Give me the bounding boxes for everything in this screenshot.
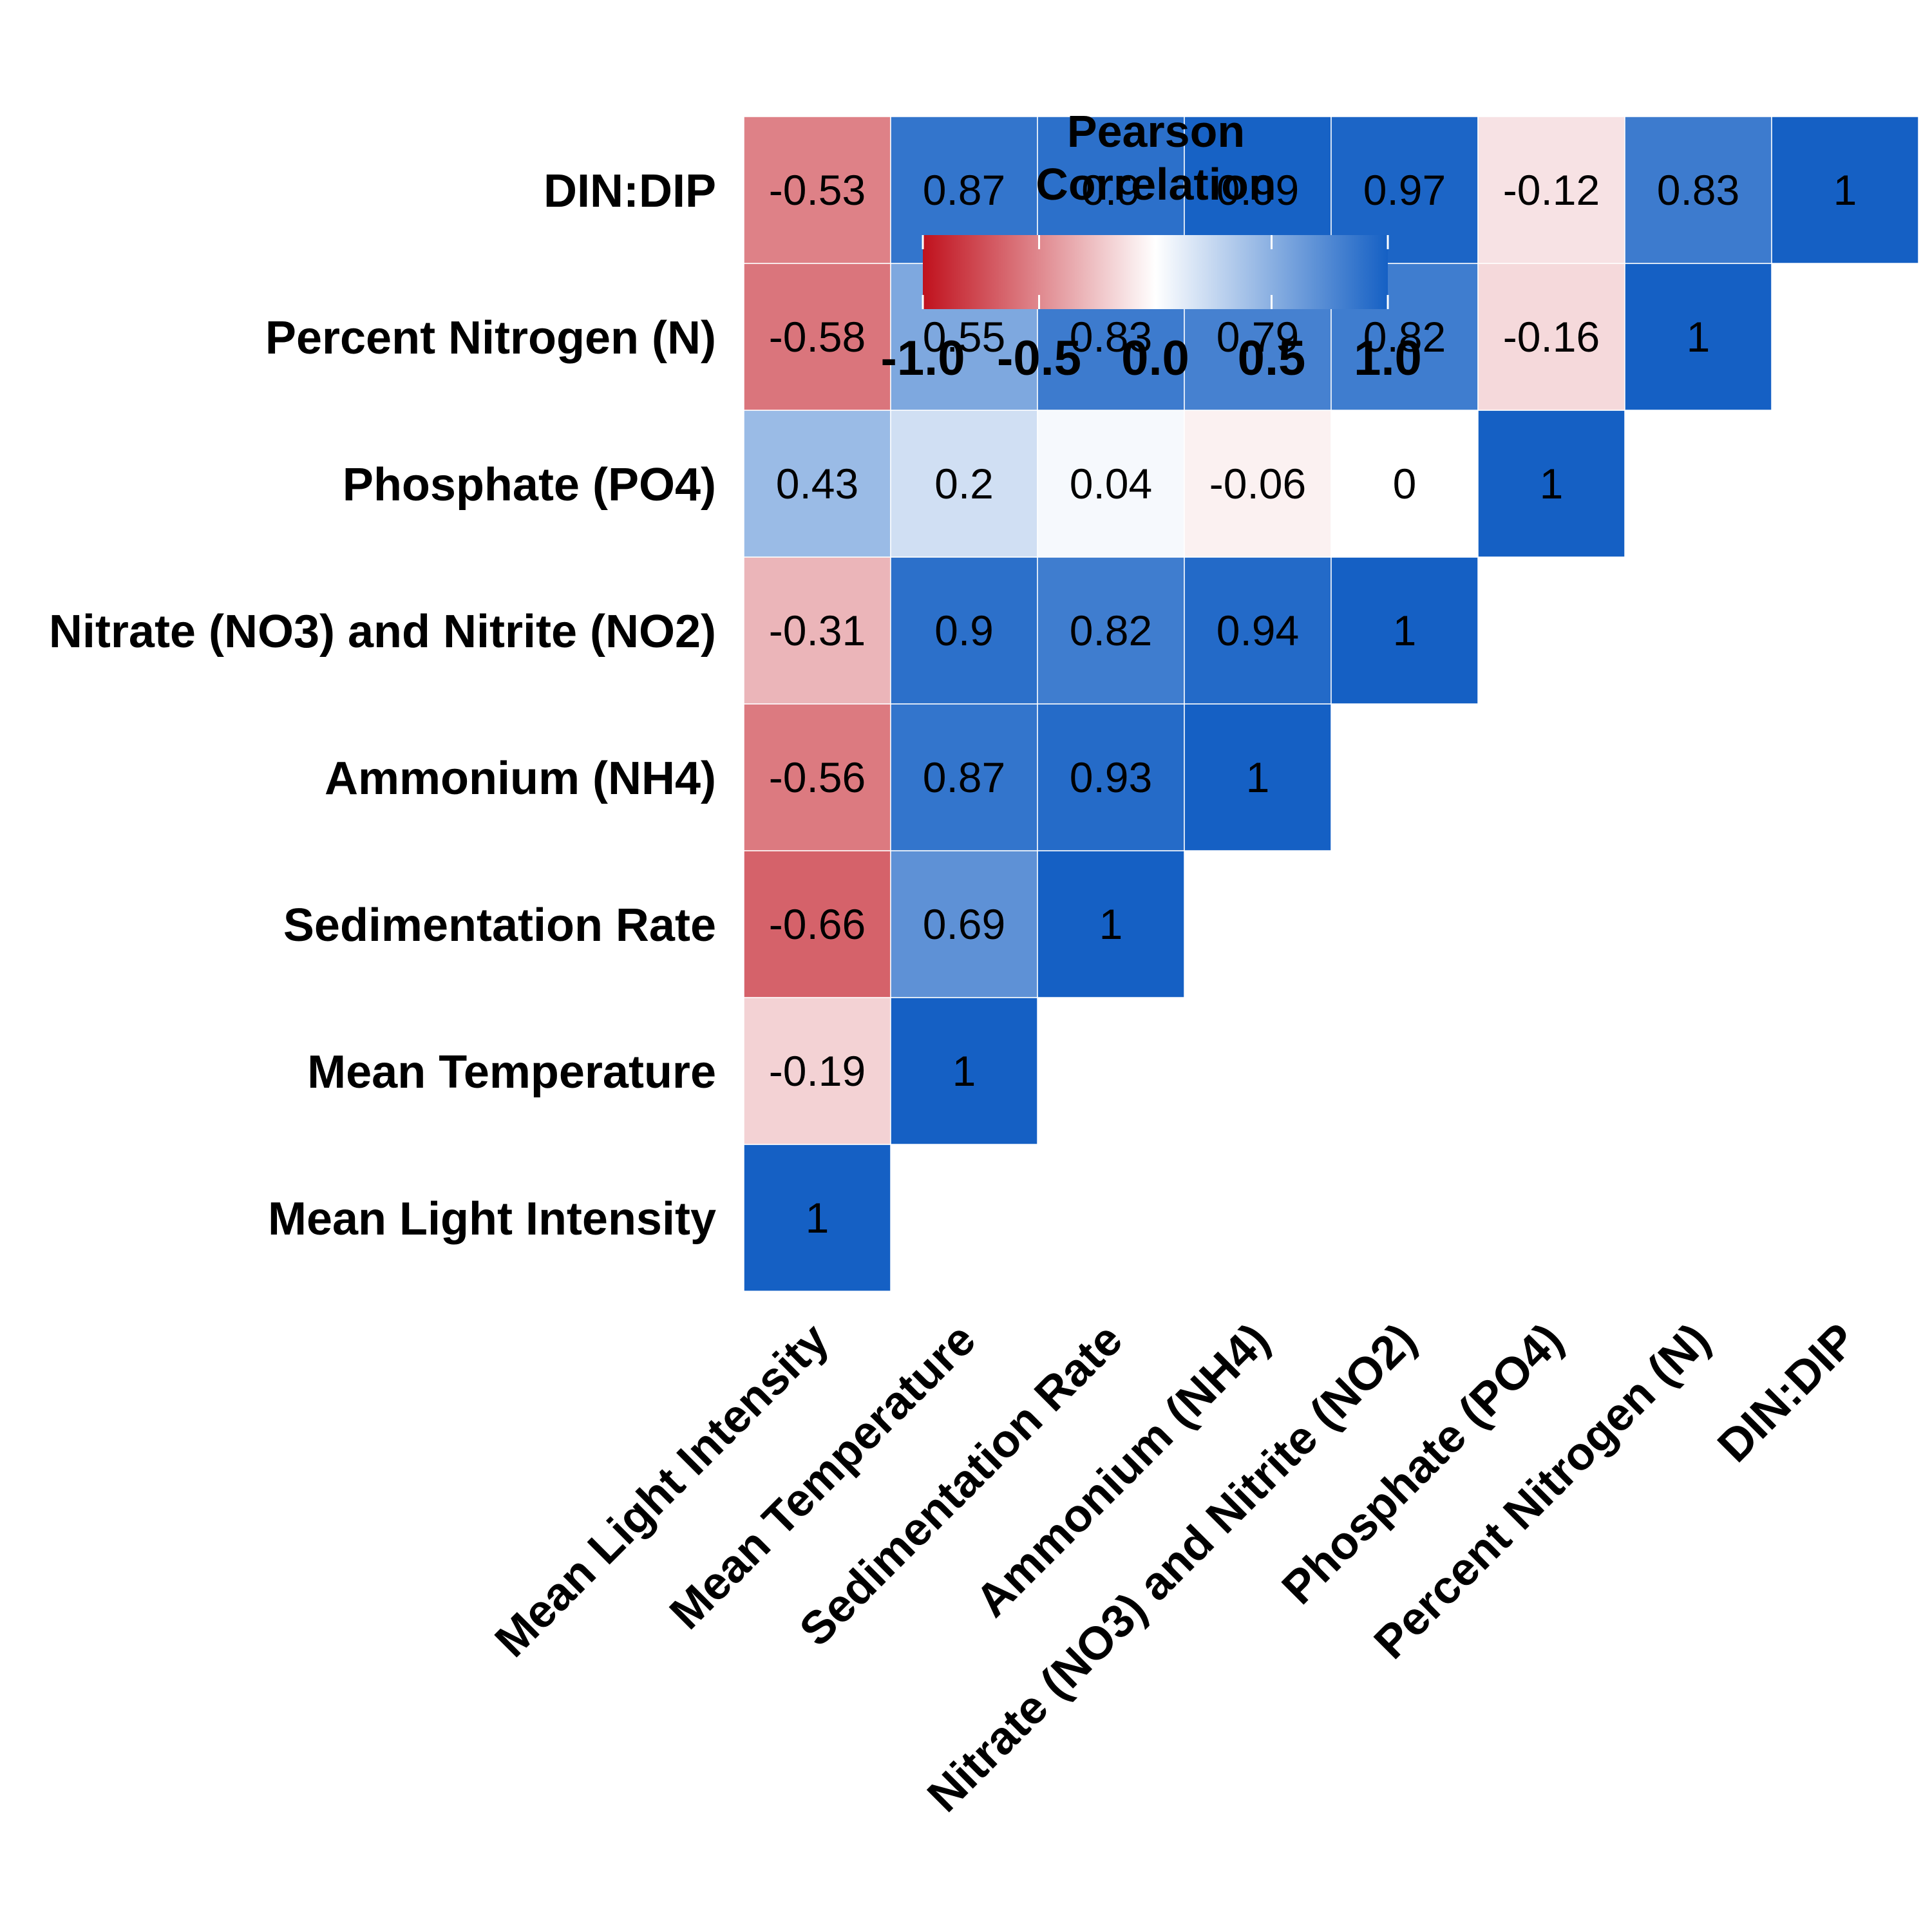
cell-value-label: -0.12 <box>1503 166 1600 214</box>
cell-value-label: 0.87 <box>923 753 1005 801</box>
cell-value-label: 0.04 <box>1070 460 1152 507</box>
heatmap-cells: 1 -0.19 1 -0.66 0.69 1 -0.56 0.87 0.93 1 -0.31 0.9 0… <box>743 116 1919 1292</box>
heatmap-cell <box>743 556 891 705</box>
legend-tick-label: 0.5 <box>1238 331 1306 386</box>
legend-tick-label: -0.5 <box>997 331 1081 386</box>
heatmap-cell <box>743 263 891 411</box>
heatmap-cell <box>1477 263 1625 411</box>
heatmap-cell <box>1331 556 1479 705</box>
cell-value-label: 0.2 <box>934 460 994 507</box>
heatmap-cell <box>743 703 891 851</box>
cell-value-label: 0.43 <box>776 460 858 507</box>
cell-value-label: 0.83 <box>1070 313 1152 361</box>
cell-value-label: -0.66 <box>769 900 866 948</box>
legend: Pearson Correlation -1.0 -0.5 0.0 0.5 1.0 <box>881 106 1422 386</box>
cell-value-label: -0.16 <box>1503 313 1600 361</box>
cell-value-label: 1 <box>952 1047 976 1095</box>
cell-value-label: 0.93 <box>1070 753 1152 801</box>
cell-value-label: 1 <box>1540 460 1564 507</box>
cell-value-label: 1 <box>806 1194 829 1242</box>
legend-title-line1: Pearson <box>1067 106 1245 156</box>
cell-value-label: 0.9 <box>1081 166 1141 214</box>
y-axis-label: Mean Temperature <box>307 1046 716 1098</box>
heatmap-cell <box>1184 703 1332 851</box>
legend-tick-label: 0.0 <box>1121 331 1189 386</box>
cell-value-label: 0.9 <box>934 607 994 654</box>
y-axis-label: Phosphate (PO4) <box>343 459 716 511</box>
cell-value-label: 0.87 <box>923 166 1005 214</box>
cell-value-label: 0.69 <box>923 900 1005 948</box>
cell-value-label: 1 <box>1099 900 1123 948</box>
heatmap-cell <box>1184 556 1332 705</box>
heatmap-cell <box>890 997 1038 1145</box>
cell-value-label: 0.82 <box>1363 313 1446 361</box>
heatmap-cell <box>1477 116 1625 264</box>
heatmap-cell <box>890 850 1038 998</box>
heatmap-cell <box>890 556 1038 705</box>
x-axis-label: Phosphate (PO4) <box>1273 1314 1573 1615</box>
legend-tick-label: 1.0 <box>1354 331 1422 386</box>
y-axis-label: Mean Light Intensity <box>268 1193 716 1245</box>
heatmap-cell <box>1624 116 1772 264</box>
cell-value-label: 0.99 <box>1217 166 1299 214</box>
heatmap-cell <box>1037 410 1185 558</box>
cell-value-label: -0.31 <box>769 607 866 654</box>
cell-value-label: 0.79 <box>1217 313 1299 361</box>
cell-value-label: 0.94 <box>1217 607 1299 654</box>
x-axis-label: DIN:DIP <box>1708 1314 1866 1472</box>
heatmap-cell <box>1771 116 1919 264</box>
heatmap-cell <box>890 703 1038 851</box>
cell-value-label: 1 <box>1833 166 1857 214</box>
heatmap-cell <box>1037 850 1185 998</box>
heatmap-cell <box>1184 410 1332 558</box>
heatmap-cell <box>1331 410 1479 558</box>
cell-value-label: -0.58 <box>769 313 866 361</box>
cell-value-label: 0.83 <box>1657 166 1739 214</box>
cell-value-label: 0.97 <box>1363 166 1446 214</box>
heatmap-cell <box>743 116 891 264</box>
cell-value-label: -0.56 <box>769 753 866 801</box>
legend-tick-label: -1.0 <box>881 331 965 386</box>
heatmap-cell <box>1037 703 1185 851</box>
heatmap-cell <box>743 850 891 998</box>
cell-value-label: 1 <box>1687 313 1710 361</box>
cell-value-label: 1 <box>1246 753 1270 801</box>
cell-value-label: -0.19 <box>769 1047 866 1095</box>
cell-value-label: -0.06 <box>1209 460 1306 507</box>
cell-value-label: -0.53 <box>769 166 866 214</box>
y-axis-label: DIN:DIP <box>544 166 716 217</box>
heatmap-cell <box>1624 263 1772 411</box>
y-axis-label: Percent Nitrogen (N) <box>265 312 716 364</box>
legend-ticks: -1.0 -0.5 0.0 0.5 1.0 <box>881 235 1422 386</box>
cell-value-label: 0 <box>1393 460 1417 507</box>
heatmap-cell <box>743 410 891 558</box>
heatmap-cell <box>1477 410 1625 558</box>
cell-value-label: 0.55 <box>923 313 1005 361</box>
legend-title-line2: Correlation <box>1036 159 1276 209</box>
heatmap-cell <box>890 410 1038 558</box>
y-axis-labels: Mean Light Intensity Mean Temperature Sedi… <box>49 166 716 1245</box>
cell-value-label: 1 <box>1393 607 1417 654</box>
y-axis-label: Nitrate (NO3) and Nitrite (NO2) <box>49 606 716 658</box>
heatmap-cell <box>1037 556 1185 705</box>
y-axis-label: Sedimentation Rate <box>283 900 716 951</box>
heatmap-cell <box>743 1144 891 1292</box>
y-axis-label: Ammonium (NH4) <box>325 753 716 804</box>
cell-value-label: 0.82 <box>1070 607 1152 654</box>
